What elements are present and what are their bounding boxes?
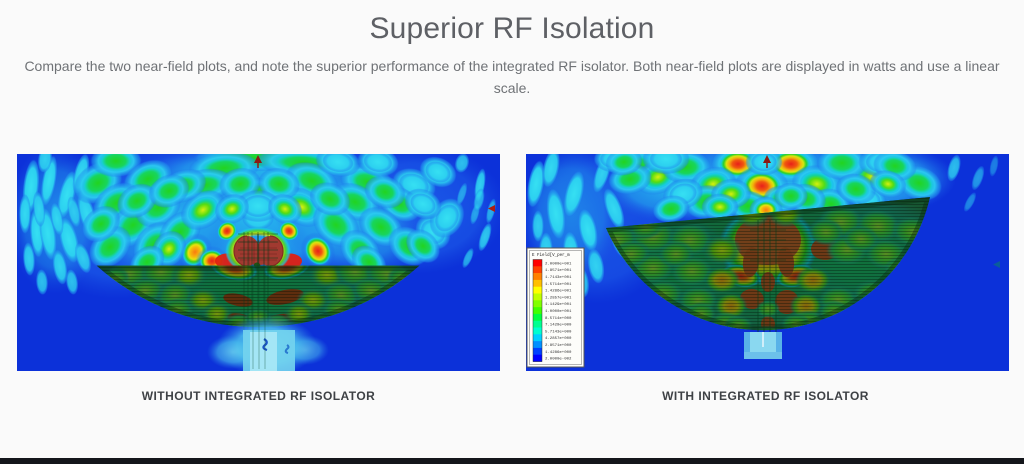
svg-text:2.8571e+000: 2.8571e+000 <box>545 344 572 348</box>
svg-text:1.4286e+001: 1.4286e+001 <box>545 290 572 294</box>
svg-text:1.1429e+001: 1.1429e+001 <box>545 303 572 307</box>
svg-text:1.7143e+001: 1.7143e+001 <box>545 276 572 280</box>
svg-text:2.0000e-002: 2.0000e-002 <box>545 358 572 362</box>
svg-text:5.7143e+000: 5.7143e+000 <box>545 330 572 334</box>
svg-text:E Field[V_per_m: E Field[V_per_m <box>532 253 570 258</box>
svg-text:4.2857e+000: 4.2857e+000 <box>545 337 572 341</box>
svg-text:2.0000e+001: 2.0000e+001 <box>545 262 572 266</box>
svg-text:8.5714e+000: 8.5714e+000 <box>545 317 572 321</box>
svg-text:1.0000e+001: 1.0000e+001 <box>545 310 572 314</box>
svg-text:1.8571e+001: 1.8571e+001 <box>545 269 572 273</box>
svg-text:1.5714e+001: 1.5714e+001 <box>545 283 572 287</box>
svg-text:1.4286e+000: 1.4286e+000 <box>545 351 572 355</box>
svg-text:7.1429e+000: 7.1429e+000 <box>545 324 572 328</box>
svg-text:1.2857e+001: 1.2857e+001 <box>545 296 572 300</box>
